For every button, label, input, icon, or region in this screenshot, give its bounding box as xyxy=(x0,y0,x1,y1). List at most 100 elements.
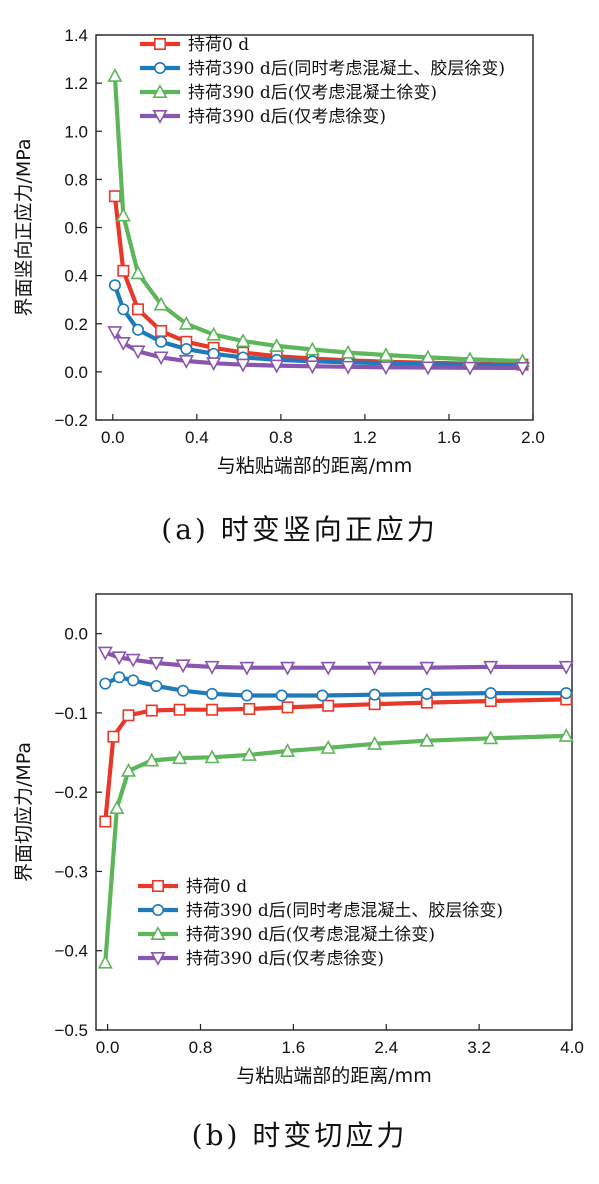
data-point xyxy=(130,345,146,360)
chart-panel-a: −0.2 0.0 0.2 0.4 0.6 0.8 1.0 1.2 1.4 0.0 0.4 0.8 1.2… xyxy=(0,0,599,580)
data-point xyxy=(99,677,112,690)
data-point xyxy=(560,687,573,700)
y-tick-label: −0.3 xyxy=(54,862,88,881)
data-point xyxy=(367,661,383,676)
data-point xyxy=(177,684,190,697)
data-point xyxy=(117,264,130,277)
data-point xyxy=(367,735,383,750)
legend-label: 持荷390 d后(仅考虑徐变) xyxy=(186,949,384,969)
series-1 xyxy=(99,693,573,828)
data-point xyxy=(130,265,146,280)
data-point xyxy=(155,335,168,348)
data-point xyxy=(109,800,125,815)
data-point xyxy=(107,326,123,341)
data-point xyxy=(243,702,256,715)
series-3 xyxy=(107,68,531,368)
data-point xyxy=(340,344,356,359)
legend-marker xyxy=(152,903,165,916)
x-tick-label: 1.2 xyxy=(353,428,377,447)
data-point xyxy=(240,689,253,702)
data-point xyxy=(117,303,130,316)
data-point xyxy=(145,704,158,717)
data-point xyxy=(235,333,251,348)
data-point xyxy=(97,954,113,969)
data-point xyxy=(241,747,257,761)
y-axis-title: 界面切应力/MPa xyxy=(13,742,35,882)
series-4 xyxy=(97,646,574,676)
data-point xyxy=(173,703,186,716)
data-point xyxy=(280,743,296,757)
x-tick-label: 0.8 xyxy=(269,428,293,447)
data-point xyxy=(320,739,336,754)
data-point xyxy=(462,361,478,376)
data-point xyxy=(113,671,126,684)
data-point xyxy=(107,68,123,82)
series-line xyxy=(103,650,569,670)
data-point xyxy=(125,653,141,668)
legend-label: 持荷0 d xyxy=(186,877,247,897)
legend-label: 持荷390 d后(仅考虑混凝土徐变) xyxy=(186,925,435,945)
legend: 持荷0 d 持荷390 d后(同时考虑混凝土、胶层徐变) 持荷390 d后(仅考虑混… xyxy=(138,877,503,969)
y-tick-label: 0.6 xyxy=(64,219,88,238)
series-4 xyxy=(107,326,531,376)
normal-stress-chart: −0.2 0.0 0.2 0.4 0.6 0.8 1.0 1.2 1.4 0.0 0.4 0.8 1.2… xyxy=(13,26,545,477)
y-tick-label: −0.5 xyxy=(54,1021,88,1040)
legend-marker xyxy=(152,110,168,124)
data-point xyxy=(275,689,288,702)
x-tick-label: 3.2 xyxy=(467,1038,491,1057)
data-point xyxy=(514,362,531,376)
data-point xyxy=(206,703,219,716)
data-point xyxy=(483,730,499,745)
chart-panel-b: −0.5 −0.4 −0.3 −0.2 −0.1 0.0 0.0 0.8 1.6 2.4 3.2 4.… xyxy=(0,580,599,1184)
data-point xyxy=(281,701,294,714)
data-point xyxy=(558,728,574,742)
data-point xyxy=(132,303,145,316)
x-tick-label: 0.8 xyxy=(189,1038,213,1057)
legend-marker xyxy=(154,37,167,50)
data-point xyxy=(204,749,220,764)
data-point xyxy=(378,361,394,376)
series-2 xyxy=(99,671,573,702)
data-point xyxy=(178,355,194,369)
data-point xyxy=(420,361,436,376)
shear-stress-chart: −0.5 −0.4 −0.3 −0.2 −0.1 0.0 0.0 0.8 1.6 2.4 3.2 4.… xyxy=(13,593,584,1087)
series-line xyxy=(112,330,525,371)
y-tick-label: 0.0 xyxy=(64,625,88,644)
data-point xyxy=(144,752,160,767)
x-tick-label: 0.4 xyxy=(185,428,209,447)
series-line xyxy=(112,283,525,368)
legend-label: 持荷390 d后(仅考虑混凝土徐变) xyxy=(188,83,437,103)
data-point xyxy=(153,351,169,366)
data-point xyxy=(115,207,131,222)
y-axis-title: 界面竖向正应力/MPa xyxy=(13,138,35,316)
data-point xyxy=(97,646,113,661)
data-point xyxy=(206,326,222,341)
data-point xyxy=(322,699,335,712)
series-line xyxy=(112,194,525,367)
y-tick-label: 1.0 xyxy=(64,122,88,141)
data-point xyxy=(99,815,112,828)
y-tick-label: 0.0 xyxy=(64,363,88,382)
plot-frame xyxy=(95,593,573,1031)
data-point xyxy=(420,687,433,700)
legend-marker xyxy=(152,84,168,98)
y-tick-label: −0.1 xyxy=(54,704,88,723)
data-point xyxy=(483,660,499,675)
data-point xyxy=(204,660,220,675)
data-point xyxy=(122,709,135,722)
data-point xyxy=(316,689,329,702)
data-point xyxy=(108,190,121,203)
legend-marker xyxy=(154,61,167,74)
y-tick-label: 0.2 xyxy=(64,315,88,334)
data-point xyxy=(320,661,336,676)
data-point xyxy=(304,341,320,356)
data-point xyxy=(180,343,193,356)
data-point xyxy=(107,730,120,743)
data-point xyxy=(558,660,574,675)
data-point xyxy=(108,279,121,292)
y-tick-label: −0.2 xyxy=(54,783,88,802)
data-point xyxy=(153,296,169,311)
series-line xyxy=(103,675,569,698)
y-tick-label: 0.8 xyxy=(64,170,88,189)
legend: 持荷0 d 持荷390 d后(同时考虑混凝土、胶层徐变) 持荷390 d后(仅考虑混… xyxy=(140,35,505,127)
